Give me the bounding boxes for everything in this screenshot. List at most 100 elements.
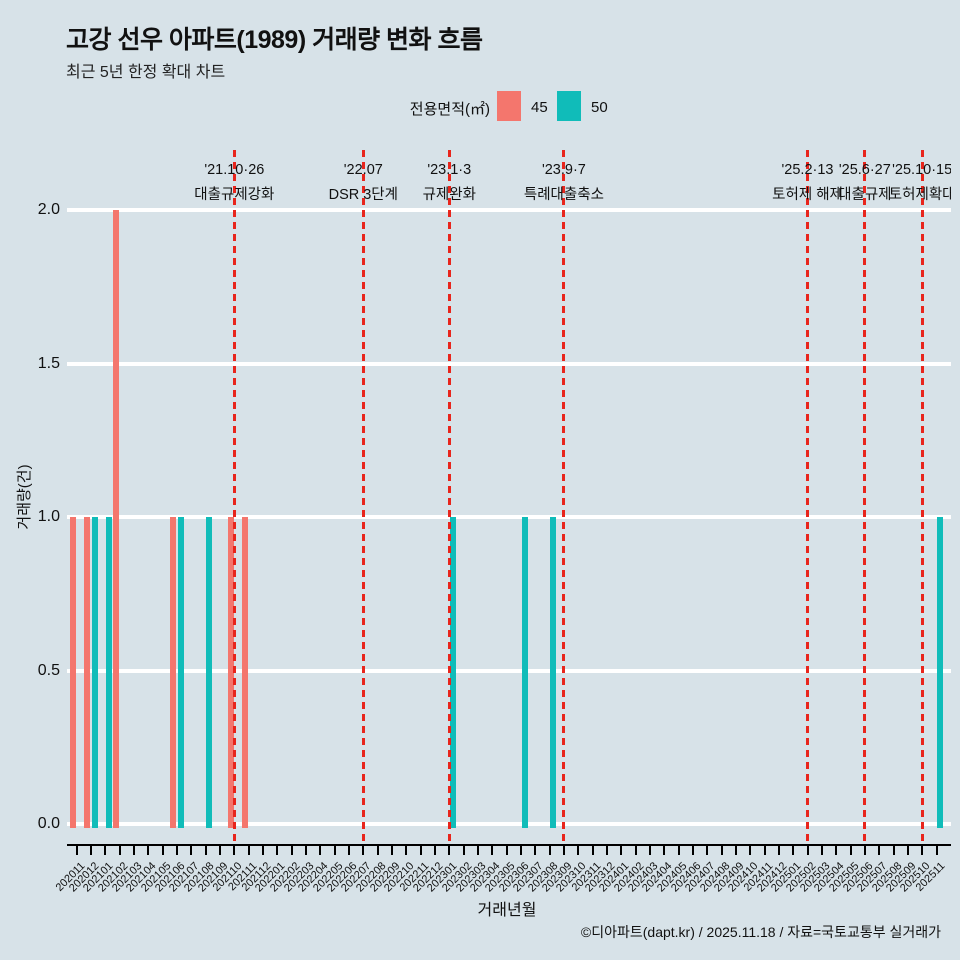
x-tick xyxy=(190,846,193,855)
x-tick xyxy=(634,846,637,855)
event-label: 규제완화 xyxy=(422,187,476,203)
x-tick xyxy=(720,846,723,855)
x-tick xyxy=(577,846,580,855)
legend-item-50: 50 xyxy=(591,99,608,116)
x-tick xyxy=(161,846,164,855)
event-date: '25.2·13 xyxy=(781,162,834,178)
x-tick xyxy=(219,846,221,855)
x-tick xyxy=(806,846,809,855)
gridline-y-0.0 xyxy=(67,822,951,826)
x-tick xyxy=(777,846,780,855)
event-line-202309 xyxy=(562,150,566,845)
event-line-202506 xyxy=(863,150,867,845)
x-tick xyxy=(90,846,93,855)
page-subtitle: 최근 5년 한정 확대 차트 xyxy=(66,64,226,81)
event-line-202301 xyxy=(447,150,451,845)
event-line-202110 xyxy=(232,150,236,845)
x-tick xyxy=(792,846,795,855)
event-label: 특례대출축소 xyxy=(523,187,604,203)
x-tick xyxy=(921,846,924,855)
x-tick xyxy=(849,846,852,855)
x-tick xyxy=(706,846,709,855)
x-tick xyxy=(204,846,207,855)
bar-45-202012 xyxy=(84,517,91,828)
legend-item-45: 45 xyxy=(531,99,548,116)
event-date: '22.07 xyxy=(343,162,383,178)
x-tick xyxy=(534,846,537,855)
x-tick xyxy=(419,846,422,855)
event-line-202510 xyxy=(920,150,924,845)
x-tick xyxy=(104,846,107,855)
bar-45-202106 xyxy=(170,517,177,828)
gridline-y-1.5 xyxy=(67,361,951,366)
x-tick xyxy=(734,846,737,855)
x-axis-title: 거래년월 xyxy=(477,902,537,919)
x-tick xyxy=(147,846,150,855)
event-line-202502 xyxy=(806,150,810,845)
bar-50-202301 xyxy=(449,517,456,828)
event-label: DSR 3단계 xyxy=(328,187,398,203)
x-tick xyxy=(75,846,78,855)
x-tick xyxy=(906,846,909,855)
event-label: 대출규제강화 xyxy=(194,187,275,203)
x-tick xyxy=(820,846,823,855)
bar-50-202106 xyxy=(177,517,184,828)
bar-50-202306 xyxy=(521,517,528,828)
x-tick xyxy=(233,846,236,855)
x-tick xyxy=(118,846,121,855)
x-tick xyxy=(505,846,508,855)
x-tick xyxy=(433,846,436,855)
footer-credit: ©디아파트(dapt.kr) / 2025.11.18 / 자료=국토교통부 실… xyxy=(580,924,941,940)
legend-swatch-45 xyxy=(497,91,521,121)
x-tick xyxy=(749,846,752,855)
x-tick xyxy=(648,846,651,855)
bar-50-202511 xyxy=(937,517,944,828)
x-tick xyxy=(319,846,322,855)
y-tick-label: 0.5 xyxy=(37,661,60,679)
x-tick xyxy=(878,846,881,855)
event-label: 대출규제 xyxy=(838,187,892,203)
x-tick xyxy=(548,846,551,855)
x-tick xyxy=(276,846,279,855)
event-date: '21.10·26 xyxy=(204,162,265,178)
x-tick xyxy=(347,846,350,855)
x-tick xyxy=(333,846,336,855)
x-tick xyxy=(691,846,694,855)
x-tick xyxy=(362,846,365,855)
bar-50-202101 xyxy=(105,517,112,828)
x-tick xyxy=(591,846,594,855)
x-tick xyxy=(491,846,494,855)
y-tick-label: 1.5 xyxy=(37,354,60,372)
x-tick xyxy=(448,846,451,855)
event-date: '23.9·7 xyxy=(541,162,586,178)
y-tick-label: 1.0 xyxy=(37,508,60,525)
event-label: 토허제확대 xyxy=(888,187,951,203)
y-tick-label: 2.0 xyxy=(37,201,60,218)
x-tick xyxy=(247,846,250,855)
x-tick xyxy=(835,846,838,855)
bar-45-202110 xyxy=(227,517,234,828)
x-tick xyxy=(462,846,465,855)
gridline-y-1.0 xyxy=(67,515,951,519)
x-tick xyxy=(261,846,264,855)
x-tick xyxy=(605,846,608,855)
event-label: 토허제 해제 xyxy=(772,187,843,203)
bar-45-202102 xyxy=(113,210,120,828)
x-tick xyxy=(133,846,136,855)
legend-title: 전용면적(㎡) xyxy=(409,101,490,118)
x-tick xyxy=(763,846,766,855)
bar-50-202012 xyxy=(91,517,98,828)
event-line-202207 xyxy=(361,150,365,845)
bar-50-202108 xyxy=(206,517,213,828)
bar-45-202011 xyxy=(70,517,77,828)
x-tick xyxy=(390,846,393,855)
legend-swatch-50 xyxy=(557,91,581,121)
gridline-y-0.5 xyxy=(67,668,951,673)
x-tick xyxy=(620,846,623,855)
x-tick xyxy=(935,846,938,855)
x-axis-line xyxy=(67,844,951,846)
bar-45-202111 xyxy=(242,517,249,828)
page-title: 고강 선우 아파트(1989) 거래량 변화 흐름 xyxy=(66,26,483,54)
x-tick xyxy=(677,846,680,855)
